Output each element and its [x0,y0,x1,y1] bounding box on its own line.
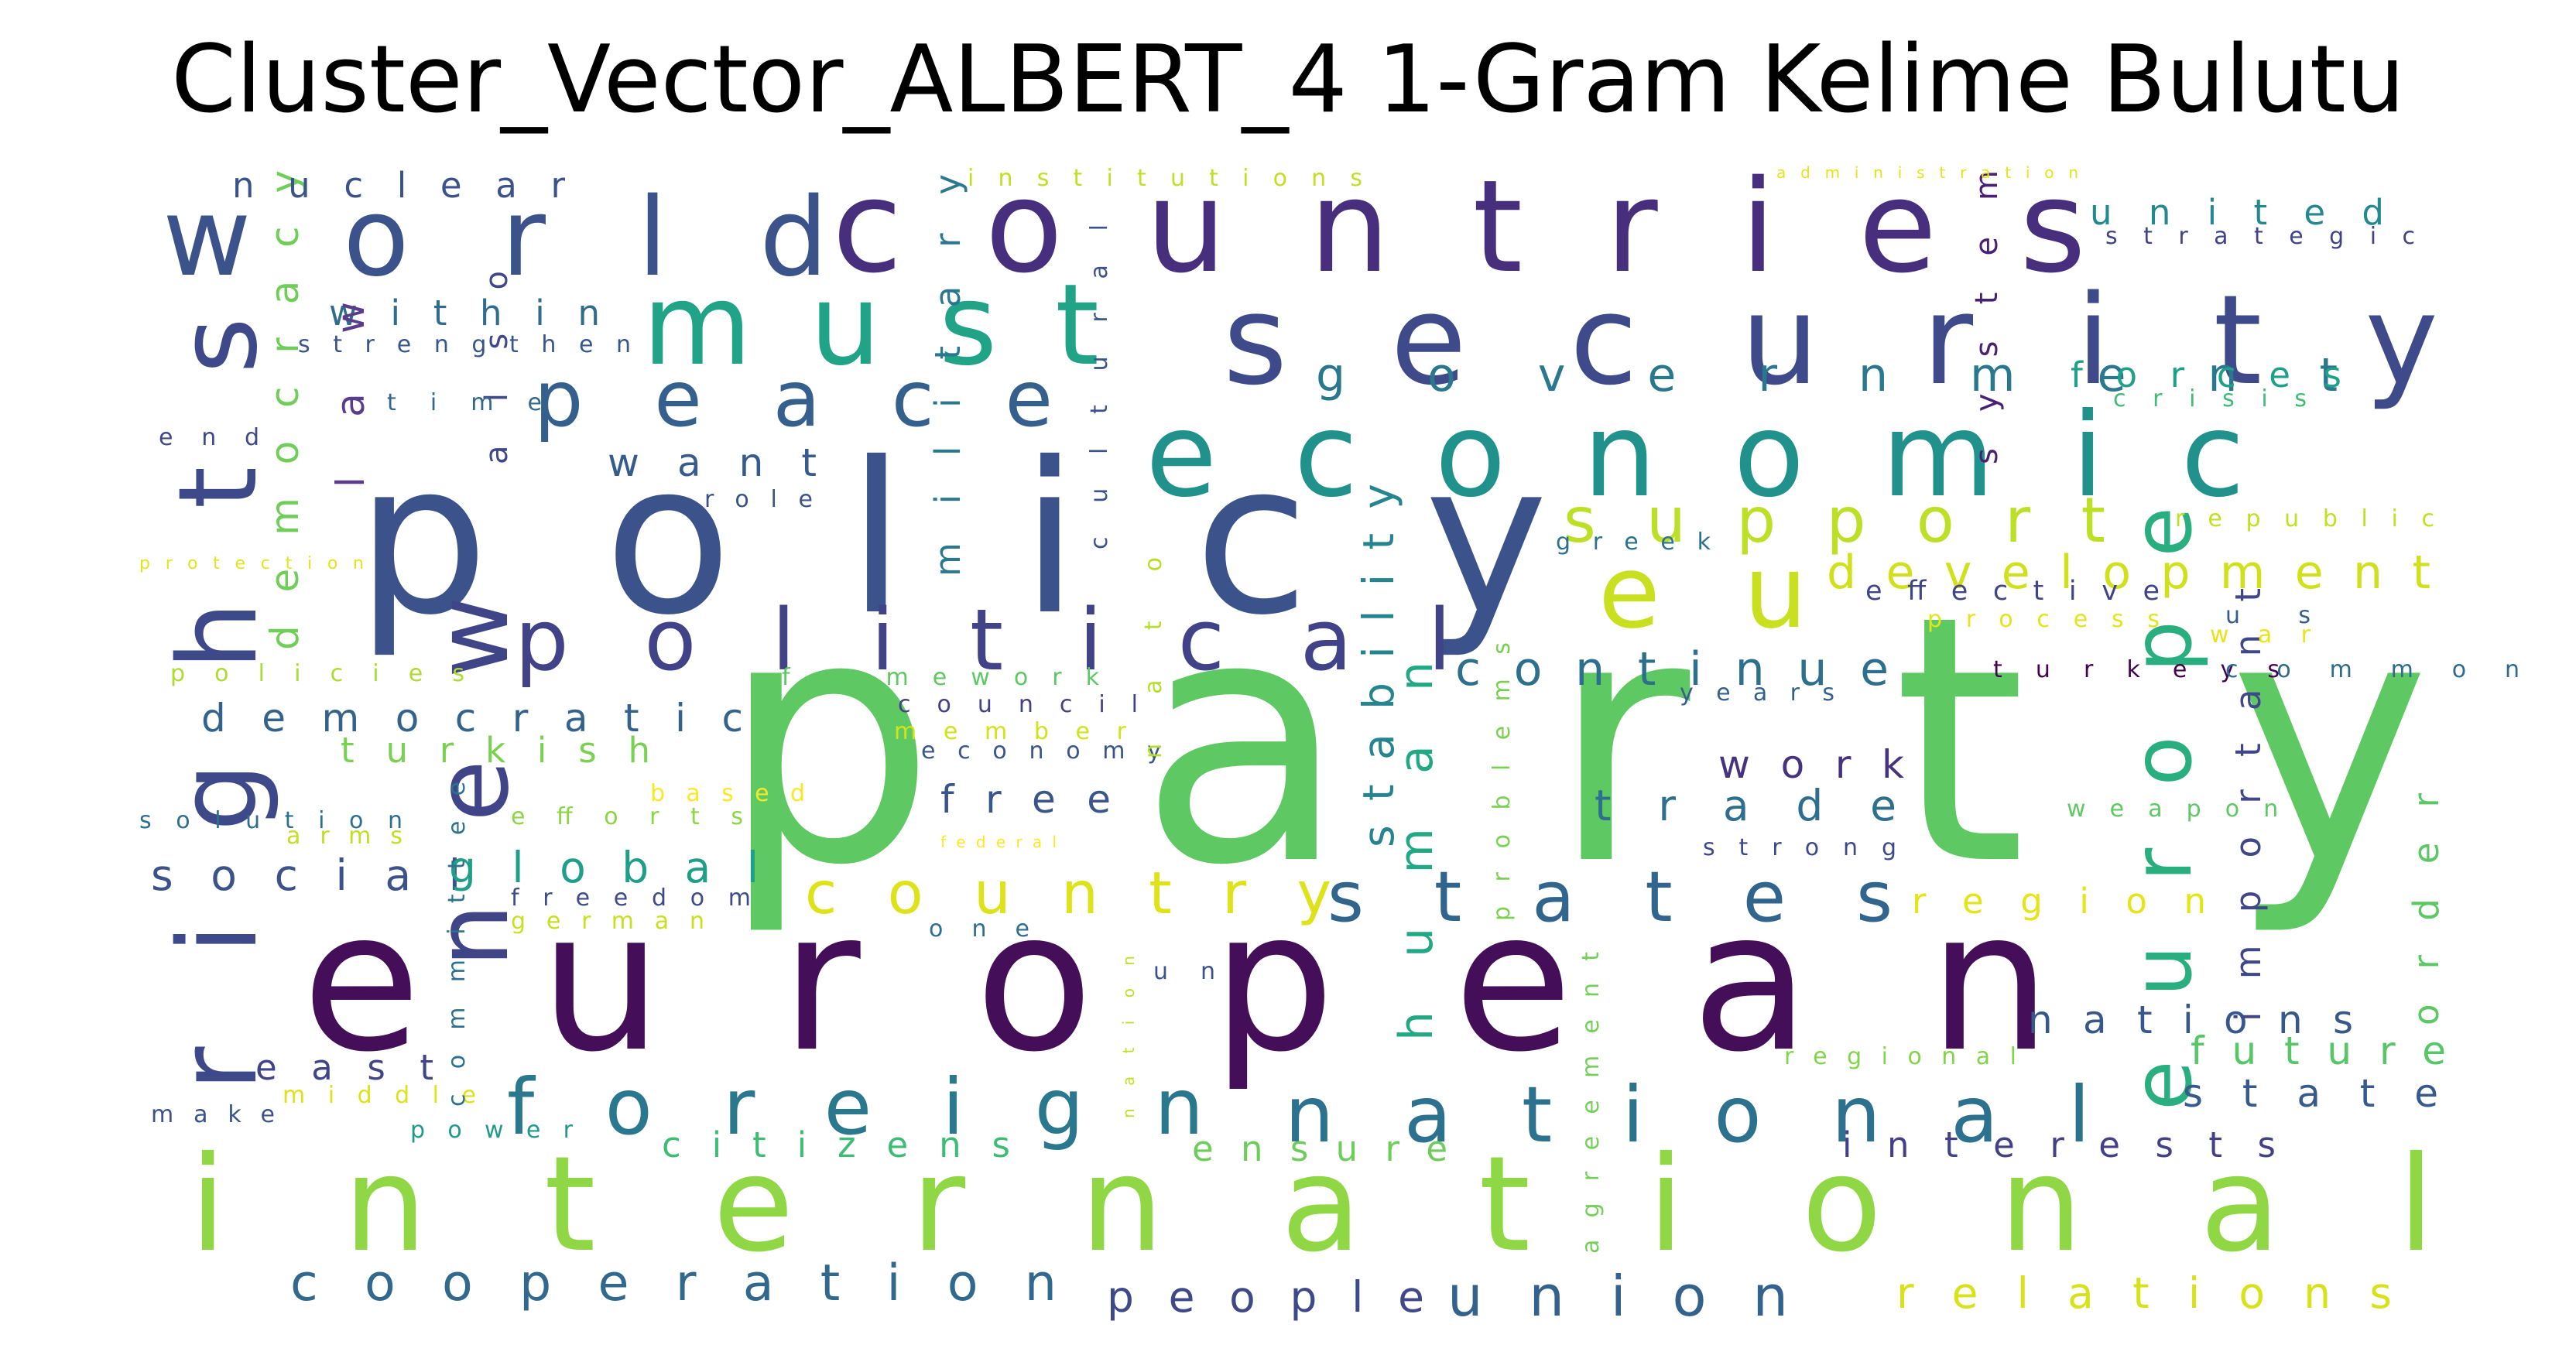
word-nations: nations [2028,998,2353,1042]
word-national: national [1285,1069,2090,1160]
word-time: time [387,389,542,416]
word-republic: republic [2175,505,2434,532]
word-country: country [805,859,1331,927]
word-regional: regional [1784,1043,2016,1070]
word-un: un [1153,958,1215,985]
word-security: security [1223,268,2438,412]
word-nuclear: nuclear [232,165,565,206]
word-policies: policies [170,660,464,687]
word-make: make [151,1101,275,1128]
chart-title: Cluster_Vector_ALBERT_4 1-Gram Kelime Bu… [171,26,2405,134]
word-democracy: democracy [262,170,307,650]
word-state: state [2183,1071,2438,1116]
word-interests: interests [1842,1124,2276,1165]
word-protection: protection [139,554,364,573]
word-federal: federal [940,833,1057,851]
word-end: end [159,424,259,451]
word-strengthen: strengthen [298,331,631,358]
word-agreement: agreement [1577,952,1605,1254]
word-human: human [1389,662,1444,1041]
word-support: support [1564,484,2105,556]
word-process: process [1927,606,2160,633]
word-democratic: democratic [201,696,743,741]
word-relations: relations [1896,1268,2392,1318]
word-efforts: efforts [511,803,743,830]
word-turkeys: turkeys [1993,656,2280,683]
word-economy: economy [921,737,1161,765]
word-new: new [413,596,531,967]
word-arms: arms [286,823,402,850]
word-international: international [190,1128,2434,1282]
word-economic: economic [1146,388,2245,523]
word-weapons: weapons [2067,796,2314,823]
word-problems: problems [1488,642,1516,921]
word-turkish: turkish [341,730,650,771]
word-free: free [940,777,1111,822]
word-council: council [898,691,1138,718]
word-nation: nation [1119,956,1138,1118]
